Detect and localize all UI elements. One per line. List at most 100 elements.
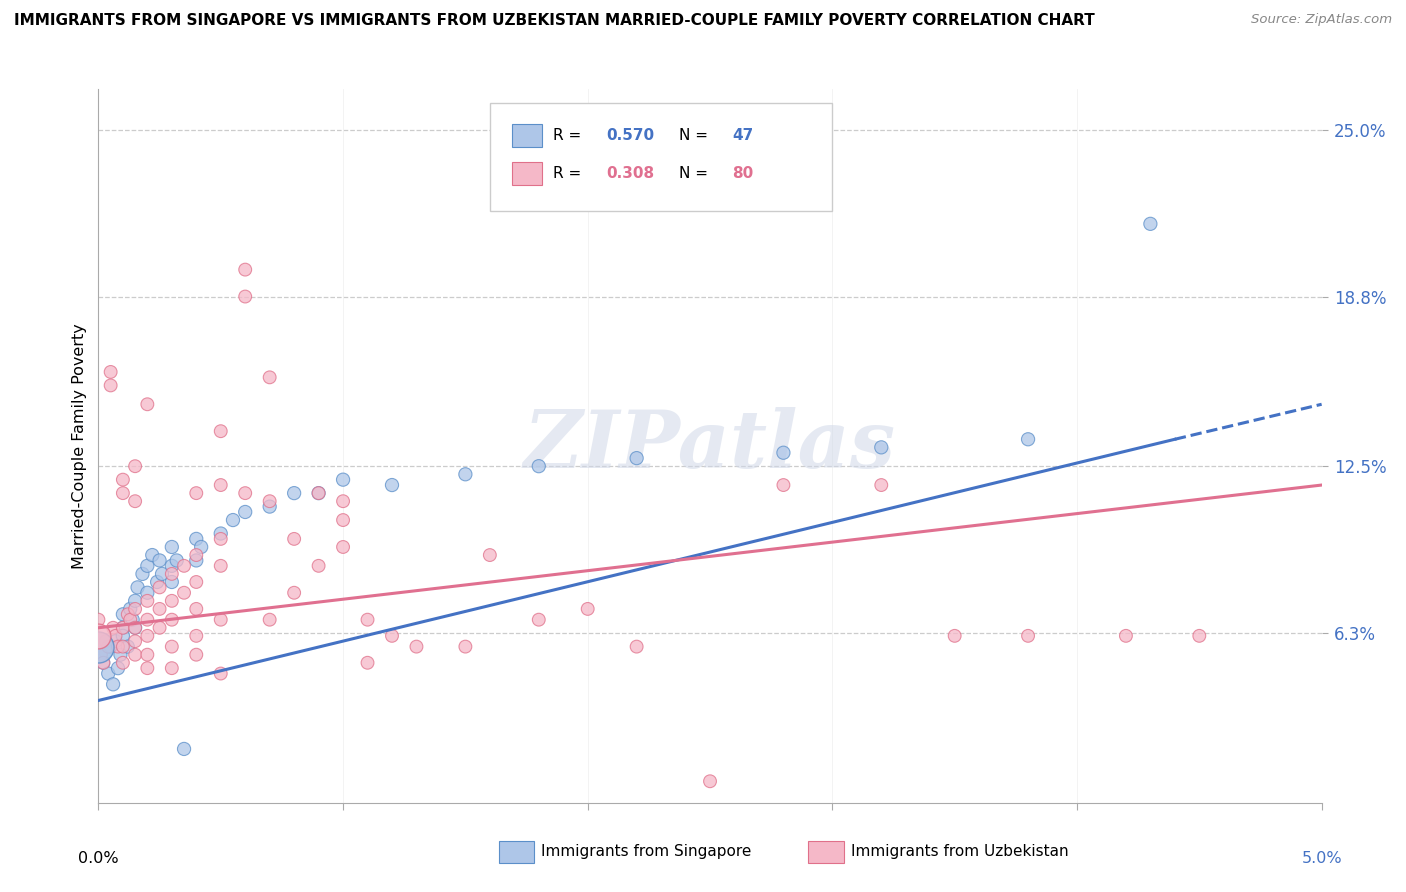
Point [308, 486, 330, 500]
Point [356, 613, 378, 627]
Text: IMMIGRANTS FROM SINGAPORE VS IMMIGRANTS FROM UZBEKISTAN MARRIED-COUPLE FAMILY PO: IMMIGRANTS FROM SINGAPORE VS IMMIGRANTS … [14, 13, 1095, 29]
Point [173, 742, 195, 756]
Point [91, 656, 114, 670]
Point [209, 526, 232, 541]
Text: ZIPatlas: ZIPatlas [524, 408, 896, 484]
Point [136, 558, 159, 573]
Point [136, 613, 159, 627]
Point [186, 548, 208, 562]
Text: Immigrants from Uzbekistan: Immigrants from Uzbekistan [851, 845, 1069, 859]
Point [127, 580, 149, 594]
Point [209, 613, 232, 627]
Point [87, 640, 110, 654]
Point [136, 397, 159, 411]
Point [149, 553, 172, 567]
Point [259, 494, 281, 508]
Point [101, 677, 124, 691]
Point [173, 586, 195, 600]
Point [111, 656, 134, 670]
Point [259, 613, 281, 627]
Point [233, 486, 256, 500]
Point [405, 640, 427, 654]
Point [136, 661, 159, 675]
Point [356, 656, 378, 670]
Point [94, 634, 117, 648]
Point [190, 540, 212, 554]
Point [136, 648, 159, 662]
Point [100, 640, 122, 654]
Point [209, 478, 232, 492]
Point [332, 494, 354, 508]
Point [233, 505, 256, 519]
Point [120, 602, 142, 616]
Point [943, 629, 966, 643]
Point [626, 640, 648, 654]
FancyBboxPatch shape [512, 124, 543, 147]
Point [160, 594, 183, 608]
Point [454, 467, 477, 482]
Point [381, 629, 404, 643]
Point [283, 586, 305, 600]
Point [186, 553, 208, 567]
Point [121, 613, 143, 627]
Point [124, 494, 146, 508]
Point [160, 613, 183, 627]
Point [166, 553, 188, 567]
Point [117, 640, 139, 654]
Point [149, 621, 172, 635]
Text: R =: R = [554, 166, 586, 181]
Point [283, 486, 305, 500]
Point [259, 500, 281, 514]
Point [146, 574, 169, 589]
Point [120, 613, 142, 627]
Point [101, 621, 124, 635]
Point [149, 580, 172, 594]
Point [124, 621, 146, 635]
Point [173, 558, 195, 573]
Point [186, 486, 208, 500]
Point [91, 656, 114, 670]
Point [160, 566, 183, 581]
Point [111, 473, 134, 487]
Point [209, 558, 232, 573]
Point [308, 558, 330, 573]
Point [136, 629, 159, 643]
Point [141, 548, 163, 562]
Point [124, 634, 146, 648]
Point [626, 451, 648, 466]
Point [332, 513, 354, 527]
Point [131, 566, 153, 581]
Text: Source: ZipAtlas.com: Source: ZipAtlas.com [1251, 13, 1392, 27]
Point [107, 661, 129, 675]
Point [100, 365, 122, 379]
Point [160, 574, 183, 589]
Text: N =: N = [679, 128, 713, 143]
Point [111, 640, 134, 654]
Text: 80: 80 [733, 166, 754, 181]
Point [209, 666, 232, 681]
Point [124, 594, 146, 608]
Point [209, 532, 232, 546]
Point [136, 586, 159, 600]
Point [186, 602, 208, 616]
Point [111, 607, 134, 622]
Point [699, 774, 721, 789]
Point [111, 621, 134, 635]
Point [124, 459, 146, 474]
Point [186, 574, 208, 589]
Point [233, 289, 256, 303]
Point [136, 594, 159, 608]
Text: 0.0%: 0.0% [79, 851, 118, 866]
Point [186, 648, 208, 662]
Point [186, 532, 208, 546]
Point [1115, 629, 1137, 643]
Point [87, 629, 110, 643]
Text: N =: N = [679, 166, 713, 181]
Point [1017, 629, 1039, 643]
Point [87, 613, 110, 627]
Point [308, 486, 330, 500]
Point [111, 621, 134, 635]
Point [160, 540, 183, 554]
Point [97, 666, 120, 681]
Point [97, 640, 120, 654]
